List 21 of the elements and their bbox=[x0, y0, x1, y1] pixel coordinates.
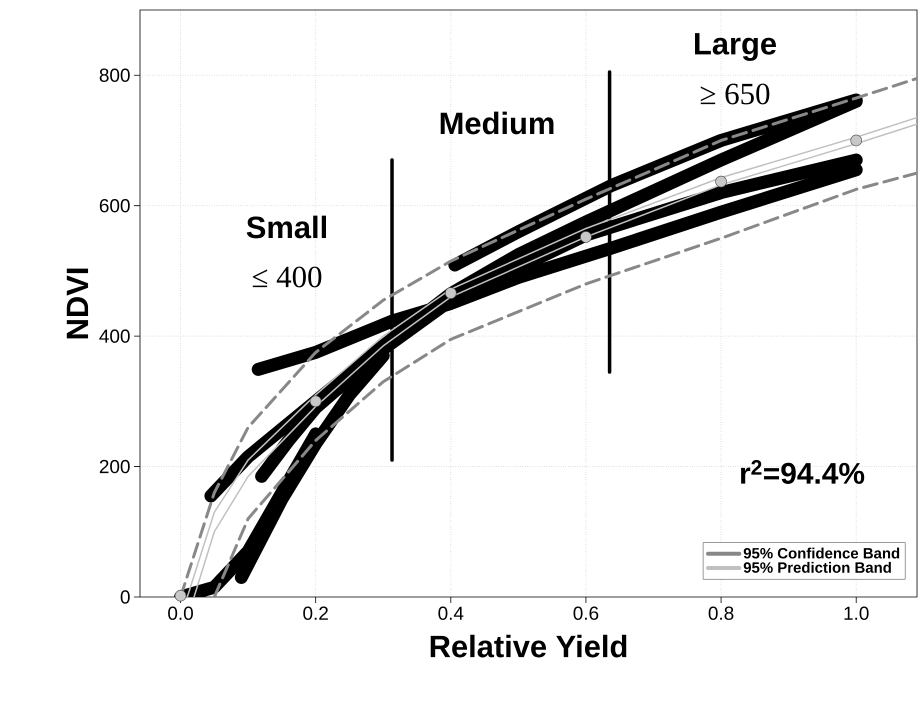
x-tick-label: 1.0 bbox=[844, 606, 869, 620]
y-tick-label: 400 bbox=[99, 329, 130, 343]
x-axis-title: Relative Yield bbox=[430, 634, 626, 658]
annotation: ≥ 650 bbox=[700, 84, 770, 104]
y-axis-title: NDVI bbox=[66, 268, 88, 338]
legend-label: 95% Confidence Band bbox=[744, 548, 900, 559]
x-tick-label: 0.6 bbox=[574, 606, 598, 620]
y-tick-label: 600 bbox=[100, 198, 130, 212]
x-tick-label: 0.4 bbox=[438, 606, 464, 620]
annotation: Medium bbox=[440, 112, 554, 134]
x-tick-label: 0.2 bbox=[303, 606, 328, 620]
x-tick-label: 0.8 bbox=[708, 606, 734, 620]
x-tick-label: 0.0 bbox=[168, 606, 193, 620]
y-tick-label: 800 bbox=[100, 68, 130, 82]
annotation: ≤ 400 bbox=[252, 266, 322, 288]
y-tick-label: 200 bbox=[100, 460, 130, 474]
legend-label: 95% Prediction Band bbox=[744, 562, 891, 573]
annotation: Large bbox=[695, 33, 776, 61]
annotation: Small bbox=[246, 216, 326, 238]
y-tick-label: 0 bbox=[120, 590, 130, 604]
text: r$^{2}$=94.4% bbox=[740, 460, 864, 484]
